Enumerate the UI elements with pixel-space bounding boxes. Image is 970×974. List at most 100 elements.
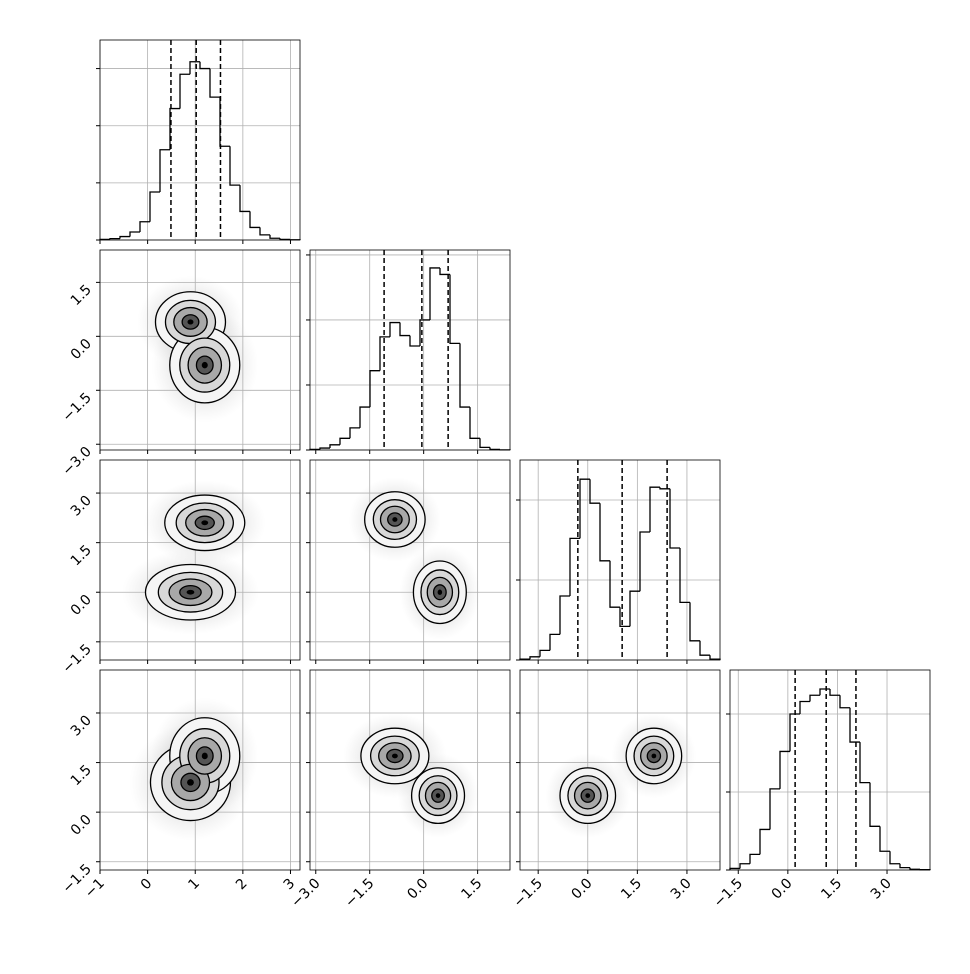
histogram-bar [219, 97, 230, 147]
histogram-bar [139, 221, 150, 232]
y-tick-label: 0.0 [68, 592, 95, 619]
histogram-bar [679, 548, 690, 604]
panel [343, 713, 479, 838]
density-contour [201, 752, 208, 760]
histogram-bar [159, 149, 170, 192]
histogram-bar [559, 595, 570, 635]
density-contour [391, 753, 398, 759]
panel [129, 697, 259, 841]
panel-frame [99, 459, 301, 661]
histogram-bar [179, 73, 190, 109]
histogram-bar [609, 560, 620, 608]
histogram-bar [199, 61, 210, 70]
x-tick-label: −1.5 [711, 876, 746, 911]
histogram-bar [879, 826, 890, 852]
histogram-bar [599, 503, 610, 562]
histogram-bar [649, 486, 660, 532]
y-tick-label: −1.5 [59, 641, 94, 676]
x-tick-label: 0.0 [569, 876, 596, 903]
histogram-bar [899, 863, 910, 869]
x-tick-label: 3 [281, 876, 299, 894]
histogram-bar [279, 238, 290, 241]
y-tick-label: 1.5 [68, 282, 95, 309]
histogram-bar [269, 234, 280, 239]
panel-frame [519, 459, 721, 661]
histogram-bar [389, 321, 400, 337]
histogram-bar [739, 863, 750, 869]
histogram-bar [249, 211, 260, 229]
panel-frame [309, 459, 511, 661]
panel-frame [729, 669, 931, 871]
x-tick-label: 1 [185, 876, 203, 894]
x-tick-label: 0 [138, 876, 156, 894]
panel [545, 713, 697, 838]
histogram-bar [359, 406, 370, 428]
y-tick-label: 0.0 [68, 812, 95, 839]
histogram-bar [869, 782, 880, 827]
histogram-bar [329, 444, 340, 449]
histogram-bar [589, 479, 600, 504]
histogram-bar [129, 231, 140, 237]
histogram-bar [889, 851, 900, 865]
histogram-bar [239, 185, 250, 213]
x-tick-label: −1.5 [511, 876, 546, 911]
histogram-bar [809, 694, 820, 702]
histogram-bar [779, 750, 790, 789]
x-tick-label: 0.0 [769, 876, 796, 903]
density-contour [201, 520, 209, 526]
y-tick-label: −1.5 [59, 390, 94, 425]
x-tick-label: 1.5 [818, 876, 845, 903]
panel [137, 275, 259, 423]
histogram-bar [579, 478, 590, 539]
histogram-bar [339, 437, 350, 445]
panel-frame [309, 249, 511, 451]
histogram-bar [759, 828, 770, 855]
histogram-bar [689, 602, 700, 642]
histogram-bar [749, 853, 760, 864]
histogram-bar [419, 319, 430, 346]
density-contour [437, 589, 443, 595]
density-contour [201, 361, 208, 369]
density-contour [186, 589, 195, 595]
x-tick-label: −1.5 [342, 876, 377, 911]
x-tick-label: 1.5 [618, 876, 645, 903]
histogram-bar [399, 322, 410, 337]
histogram-bar [789, 713, 800, 752]
histogram-bar [539, 649, 550, 657]
histogram-bar [819, 688, 830, 696]
density-contour [392, 517, 398, 522]
histogram-bar [849, 707, 860, 743]
histogram-bar [569, 537, 580, 596]
x-tick-label: −3.0 [288, 876, 323, 911]
histogram-bar [319, 447, 330, 450]
histogram-bar [369, 370, 380, 408]
histogram-bar [119, 235, 130, 239]
histogram-bar [459, 343, 470, 408]
x-tick-label: 3.0 [868, 876, 895, 903]
panel [348, 477, 481, 640]
histogram-bar [909, 867, 920, 870]
histogram-bar [259, 227, 270, 236]
y-tick-label: −3.0 [59, 444, 94, 479]
histogram-bar [149, 191, 160, 222]
panel-frame [519, 669, 721, 871]
histogram-bar [529, 656, 540, 660]
histogram-bar [699, 640, 710, 656]
panel-frame [99, 39, 301, 241]
histogram-bar [169, 107, 180, 150]
histogram-bar [639, 531, 650, 592]
histogram-bar [229, 146, 240, 186]
histogram-bar [549, 633, 560, 651]
density-contour [585, 793, 591, 798]
histogram-bar [349, 427, 360, 439]
x-tick-label: 0.0 [404, 876, 431, 903]
histogram-bar [829, 689, 840, 696]
histogram-bar [839, 695, 850, 709]
y-tick-label: 1.5 [68, 762, 95, 789]
histogram-bar [479, 438, 490, 449]
y-tick-label: 0.0 [68, 336, 95, 363]
histogram-bar [469, 407, 480, 439]
y-tick-label: 1.5 [68, 542, 95, 569]
histogram-bar [669, 488, 680, 549]
